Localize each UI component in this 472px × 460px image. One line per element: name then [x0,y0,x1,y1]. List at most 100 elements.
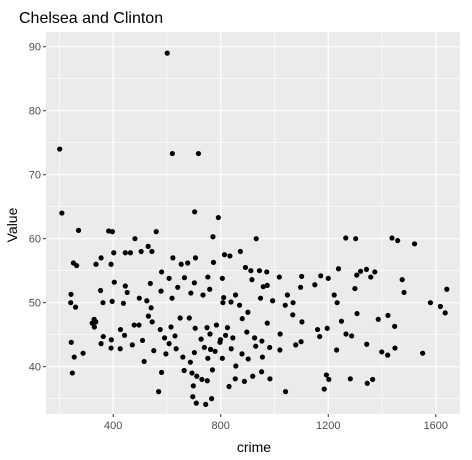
data-point [264,269,270,275]
data-point [228,346,234,352]
data-point [203,401,209,408]
data-point [401,289,407,296]
data-point [124,289,130,296]
data-point [149,248,155,255]
data-point [222,332,229,338]
data-point [253,343,259,349]
data-point [314,326,321,333]
data-point [93,261,99,267]
data-point [161,335,168,341]
data-point [277,331,283,337]
data-point [392,323,398,329]
data-point [354,272,360,278]
data-point [209,396,215,402]
data-point [221,294,227,301]
data-point [205,355,211,361]
data-point [91,324,97,330]
x-tick-label: 400 [104,420,122,432]
data-point [282,389,289,395]
data-point [117,346,123,352]
data-point [181,367,187,374]
data-point [210,234,216,240]
x-tick-label: 1200 [316,420,340,432]
data-point [239,351,245,357]
data-point [245,309,251,315]
data-point [169,150,175,157]
data-point [227,253,233,259]
data-point [368,274,374,280]
data-point [163,351,169,357]
data-point [237,248,243,255]
data-point [192,209,198,215]
data-point [343,331,349,337]
data-point [347,376,353,382]
data-point [239,316,245,322]
data-point [411,241,418,247]
data-point [68,339,74,345]
data-point [253,236,259,242]
data-point [297,284,304,290]
data-point [98,341,104,347]
data-point [109,298,115,304]
data-point [132,236,138,242]
data-point [74,262,80,269]
data-point [191,280,197,286]
data-point [100,333,106,340]
data-point [168,324,174,330]
data-point [325,275,331,281]
data-point [148,305,154,311]
data-point [108,261,114,267]
y-tick-label: 90 [29,42,41,54]
y-tick-label: 50 [29,298,41,310]
data-point [335,266,342,272]
data-point [166,341,172,347]
data-point [284,292,291,298]
data-point [364,341,370,347]
data-point [156,389,162,395]
data-point [68,300,74,306]
data-point [97,287,104,294]
data-point [138,248,144,255]
data-point [324,325,330,331]
data-point [141,358,147,365]
data-point [151,348,157,354]
data-point [293,342,299,348]
data-point [164,50,170,56]
data-point [192,255,199,261]
y-tick-label: 70 [29,170,41,182]
data-point [282,302,288,308]
data-point [121,332,128,338]
data-point [312,282,318,288]
data-point [194,373,200,379]
data-point [72,304,79,310]
data-point [270,298,276,304]
data-point [372,269,378,275]
data-point [204,378,210,384]
data-point [192,325,198,331]
data-point [399,277,405,283]
data-point [117,326,124,333]
data-point [129,342,135,348]
data-point [420,350,426,356]
data-point [213,322,220,328]
data-point [241,378,247,384]
data-point [98,255,104,261]
data-point [276,274,282,280]
data-point [219,275,225,281]
data-point [144,298,150,304]
data-point [326,376,332,383]
data-point [190,383,196,389]
data-point [59,210,65,216]
data-point [190,394,196,400]
data-point [370,376,376,383]
data-point [186,315,192,321]
data-point [189,370,195,376]
data-point [334,347,340,353]
data-point [145,313,152,319]
data-point [442,310,448,316]
data-point [244,329,250,335]
data-point [139,337,146,344]
data-point [193,400,199,406]
data-point [89,320,95,326]
data-point [68,291,74,297]
